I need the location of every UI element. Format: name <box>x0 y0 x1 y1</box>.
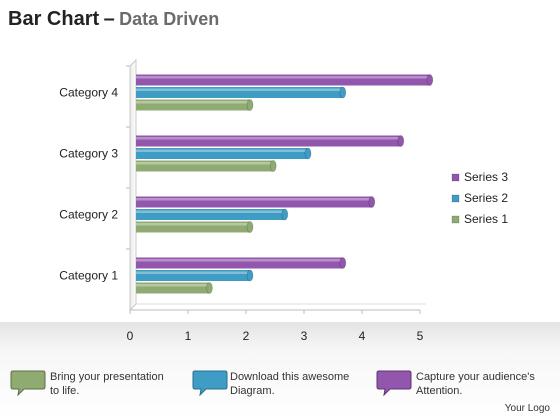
footer-item-3: Capture your audience's Attention. <box>416 370 556 398</box>
footer-item-2: Download this awesome Diagram. <box>230 370 370 398</box>
legend-swatch <box>451 173 460 182</box>
labels-layer: Category 1 Category 2 Category 3 Category 4… <box>59 86 423 344</box>
x-tick-label: 0 <box>127 329 134 343</box>
footer-item-3-line1: Capture your audience's <box>416 371 535 383</box>
bar-cap <box>281 208 289 221</box>
footer-item-1: Bring your presentation to life. <box>50 370 190 398</box>
bar <box>136 99 254 111</box>
legend-label: Series 3 <box>464 170 508 184</box>
bar-cap <box>426 74 434 86</box>
x-tick-label: 4 <box>359 329 366 343</box>
bar-cap <box>246 221 254 233</box>
bar-cap <box>269 160 277 172</box>
bar-highlight <box>136 76 430 79</box>
bar-cap <box>339 86 347 99</box>
page-title: Bar Chart – Data Driven <box>8 8 219 31</box>
legend-swatch <box>451 194 460 203</box>
bar-highlight <box>136 259 343 262</box>
bar-body <box>136 160 274 172</box>
bar-cap <box>304 147 312 160</box>
bar <box>136 74 434 86</box>
logo-text: Your Logo <box>504 403 550 414</box>
callout-purple-icon <box>376 370 412 396</box>
bar-cap <box>246 99 254 111</box>
bar-highlight <box>136 284 210 287</box>
callout-green-icon <box>10 370 46 396</box>
chart-wall <box>129 58 137 312</box>
legend-label: Series 1 <box>464 212 508 226</box>
footer-item-2-line1: Download this awesome <box>230 371 350 383</box>
bar <box>136 221 254 233</box>
title-main: Bar Chart <box>8 8 100 30</box>
bar-cap <box>246 269 254 282</box>
category-label: Category 3 <box>59 147 118 161</box>
bar <box>136 196 376 208</box>
bar-body <box>136 257 343 269</box>
bar-body <box>136 282 210 294</box>
bar-body <box>136 270 250 281</box>
bar-highlight <box>136 223 250 226</box>
bar <box>136 282 213 294</box>
bar-cap <box>397 135 405 147</box>
category-label: Category 1 <box>59 269 118 283</box>
bar-highlight <box>136 137 401 140</box>
bar-body <box>136 74 430 86</box>
legend-layer: Series 3 Series 2 Series 1 <box>451 170 508 226</box>
legend-label: Series 2 <box>464 191 508 205</box>
bar-cap <box>339 257 347 269</box>
bar-highlight <box>136 210 285 213</box>
bar-body <box>136 196 372 208</box>
bar-highlight <box>136 198 372 201</box>
footer-item-1-line1: Bring your presentation <box>50 371 164 383</box>
bar-body <box>136 99 250 111</box>
bars-layer <box>136 74 434 294</box>
bar <box>136 257 347 269</box>
bar <box>136 160 277 172</box>
bar-highlight <box>136 162 274 165</box>
bar-highlight <box>136 149 308 152</box>
bar-body <box>136 87 343 98</box>
x-tick-label: 5 <box>417 329 424 343</box>
bar-body <box>136 209 285 220</box>
bar <box>136 135 405 147</box>
x-tick-label: 3 <box>301 329 308 343</box>
x-tick-label: 1 <box>185 329 192 343</box>
bar <box>136 147 312 160</box>
category-label: Category 4 <box>59 86 118 100</box>
title-sub: Data Driven <box>119 9 220 29</box>
legend-swatch <box>451 215 460 224</box>
x-tick-label: 2 <box>243 329 250 343</box>
bar-highlight <box>136 88 343 91</box>
callout-blue-icon <box>192 370 228 396</box>
bar-body <box>136 148 308 159</box>
bar <box>136 269 254 282</box>
footer-item-1-line2: to life. <box>50 385 80 397</box>
footer-item-2-line2: Diagram. <box>230 385 275 397</box>
title-dash: – <box>103 8 115 30</box>
bar-body <box>136 135 401 147</box>
category-label: Category 2 <box>59 208 118 222</box>
bar-highlight <box>136 271 250 274</box>
footer-item-3-line2: Attention. <box>416 385 463 397</box>
bar <box>136 208 289 221</box>
bar-cap <box>368 196 376 208</box>
axes-layer <box>126 58 426 314</box>
bar-cap <box>205 282 213 294</box>
bar-highlight <box>136 101 250 104</box>
bottom-band <box>0 322 560 420</box>
bar-body <box>136 221 250 233</box>
bar <box>136 86 347 99</box>
